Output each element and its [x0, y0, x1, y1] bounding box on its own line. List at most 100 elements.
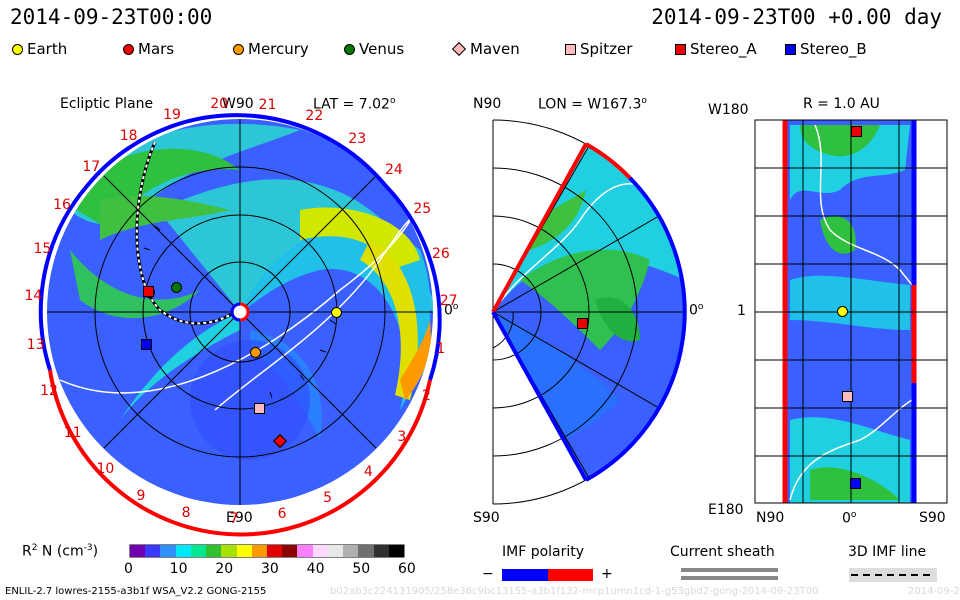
colorbar-segment — [327, 545, 344, 557]
colorbar-segment — [312, 545, 328, 557]
colorbar-segment — [175, 545, 191, 557]
carrington-number: 24 — [384, 162, 403, 179]
colorbar-segment — [206, 545, 222, 557]
carrington-number: 26 — [431, 245, 450, 262]
datetime-left: 2014-09-23T00:00 — [10, 5, 213, 29]
colorbar-tick-label: 10 — [169, 561, 188, 577]
mercury-marker-icon — [250, 347, 261, 358]
carrington-number: 23 — [348, 130, 367, 147]
colorbar-segment — [373, 545, 389, 557]
legend-maven-label: Maven — [470, 40, 520, 58]
legend-spitzer-label: Spitzer — [580, 40, 633, 58]
legend-mars-label: Mars — [138, 40, 175, 58]
carrington-number: 2 — [422, 387, 431, 404]
stereo-b-marker-icon — [141, 339, 152, 350]
meridional-right-label: 0o — [689, 302, 704, 319]
carrington-number: 7 — [229, 510, 239, 527]
ecliptic-plot — [38, 113, 442, 537]
radial-y-mid-label: 1 — [737, 303, 746, 319]
colorbar-segment — [266, 545, 283, 557]
colorbar-segment — [236, 545, 252, 557]
imf-polarity-title: IMF polarity — [502, 544, 585, 560]
colorbar-segment — [297, 545, 313, 557]
colorbar-tick-label: 30 — [261, 561, 279, 577]
mars-marker-icon — [123, 43, 134, 55]
current-sheath-symbol — [681, 568, 778, 580]
carrington-number: 6 — [277, 505, 287, 522]
colorbar-segment — [358, 545, 374, 557]
colorbar-segment — [160, 545, 176, 557]
carrington-number: 5 — [323, 489, 333, 506]
colorbar-segment — [190, 545, 207, 557]
current-sheath-title: Current sheath — [670, 544, 775, 560]
venus-marker-icon — [344, 43, 355, 55]
meridional-plot — [491, 119, 687, 505]
carrington-number: 25 — [413, 201, 432, 218]
colorbar-segment — [130, 545, 146, 557]
stereo-a-marker-icon — [851, 126, 862, 137]
carrington-number: 1 — [436, 341, 446, 358]
footer-watermark: b02ab3c224131905/258e36c9bc13155-a3b1f13… — [330, 586, 819, 597]
legend-stereo-b: Stereo_B — [785, 40, 867, 58]
carrington-number: 17 — [82, 158, 101, 175]
carrington-number: 27 — [439, 293, 458, 310]
carrington-number: 20 — [210, 96, 229, 113]
colorbar-tick-label: 0 — [124, 561, 133, 577]
carrington-number: 4 — [363, 463, 373, 480]
venus-marker-icon — [171, 282, 182, 293]
spitzer-marker-icon — [565, 43, 576, 55]
colorbar-segment — [388, 545, 404, 557]
imf-3d-symbol — [849, 568, 937, 582]
carrington-number: 18 — [119, 127, 138, 144]
carrington-number: 3 — [397, 429, 407, 446]
legend-mercury: Mercury — [233, 40, 309, 58]
ecliptic-bottom-label: E90 — [226, 510, 253, 526]
datetime-right: 2014-09-23T00 +0.00 day — [651, 5, 942, 29]
imf-neg-bar — [502, 569, 548, 581]
radial-plot — [754, 119, 948, 504]
carrington-number: 16 — [53, 196, 71, 213]
stereo-b-marker-icon — [785, 43, 796, 55]
stereo-a-marker-icon — [143, 286, 154, 297]
legend-stereo-a: Stereo_A — [675, 40, 757, 58]
legend-mercury-label: Mercury — [248, 40, 309, 58]
meridional-top-label: N90 — [473, 96, 502, 112]
footer-date: 2014-09-24 — [908, 586, 960, 597]
radial-y-bottom-label: E180 — [708, 502, 744, 518]
carrington-number: 9 — [136, 487, 146, 504]
legend-spitzer: Spitzer — [565, 40, 632, 58]
legend-earth-label: Earth — [27, 40, 68, 58]
legend-venus-label: Venus — [359, 40, 405, 58]
ecliptic-right-label: 0o — [444, 302, 459, 319]
carrington-number: 8 — [181, 504, 191, 521]
ecliptic-lat-label: LAT = 7.02o — [313, 96, 396, 113]
colorbar-segment — [282, 545, 298, 557]
imf-pos-bar — [548, 569, 593, 581]
stereo-b-marker-icon — [850, 478, 861, 489]
meridional-bottom-label: S90 — [473, 510, 500, 526]
carrington-number: 13 — [26, 336, 45, 353]
earth-marker-icon — [837, 306, 848, 317]
colorbar-segment — [343, 545, 359, 557]
legend-mars: Mars — [123, 40, 174, 58]
colorbar-gradient — [130, 545, 404, 557]
carrington-number: 15 — [33, 241, 52, 258]
colorbar-segment — [221, 545, 237, 557]
colorbar-segment — [145, 545, 161, 557]
colorbar-label: R2 N (cm-3) — [22, 543, 99, 560]
legend-stereo-a-label: Stereo_A — [690, 40, 757, 58]
mercury-marker-icon — [233, 43, 244, 55]
legend-earth: Earth — [12, 40, 67, 58]
radial-x-left-label: N90 — [756, 510, 785, 526]
colorbar-tick-label: 20 — [215, 561, 234, 577]
stereo-a-marker-icon — [675, 43, 686, 55]
carrington-number: 14 — [24, 288, 43, 305]
footer-model-info: ENLIL-2.7 lowres-2155-a3b1f WSA_V2.2 GON… — [5, 586, 267, 597]
carrington-number: 11 — [63, 425, 82, 442]
radial-x-right-label: S90 — [919, 510, 946, 526]
colorbar-tick-label: 40 — [306, 561, 325, 577]
spitzer-marker-icon — [842, 391, 853, 402]
carrington-number: 12 — [40, 383, 58, 400]
earth-marker-icon — [331, 307, 342, 318]
